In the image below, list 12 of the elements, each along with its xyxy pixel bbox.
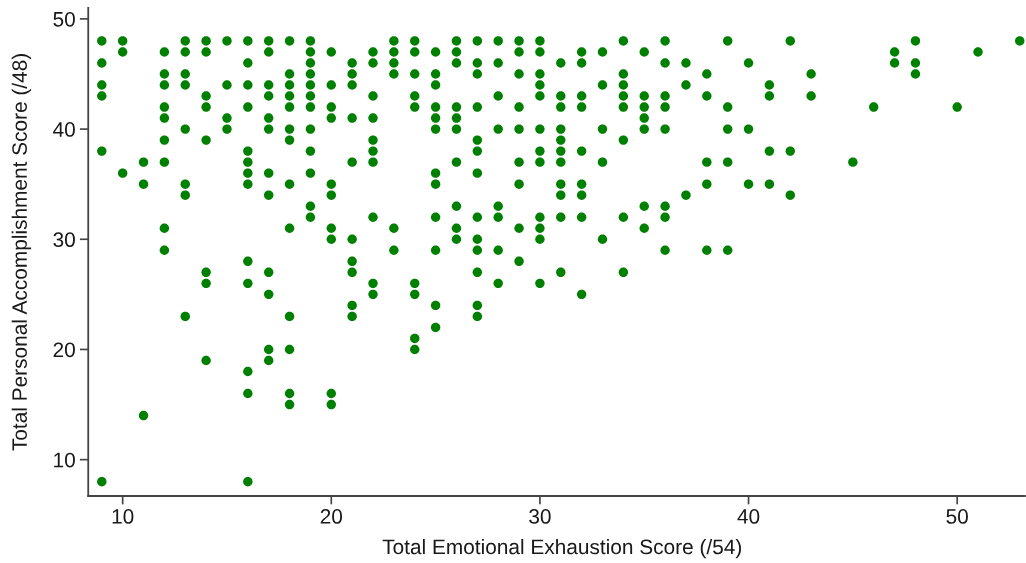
y-tick-label: 40: [53, 122, 75, 137]
y-tick-label: 20: [53, 342, 75, 358]
x-tick-label: 20: [320, 509, 343, 524]
x-tick-label: 30: [529, 509, 551, 524]
x-tick-label: 40: [737, 509, 760, 524]
x-tick-label: 10: [112, 509, 134, 524]
y-tick-label: 10: [54, 452, 75, 468]
y-tick-label: 30: [53, 232, 75, 248]
x-tick-label: 50: [946, 509, 968, 524]
y-axis-title: Total Personal Accomplishment Score (/48): [11, 54, 32, 451]
x-axis-title: Total Emotional Exhaustion Score (/54): [382, 538, 742, 559]
y-tick-label: 50: [53, 11, 75, 27]
